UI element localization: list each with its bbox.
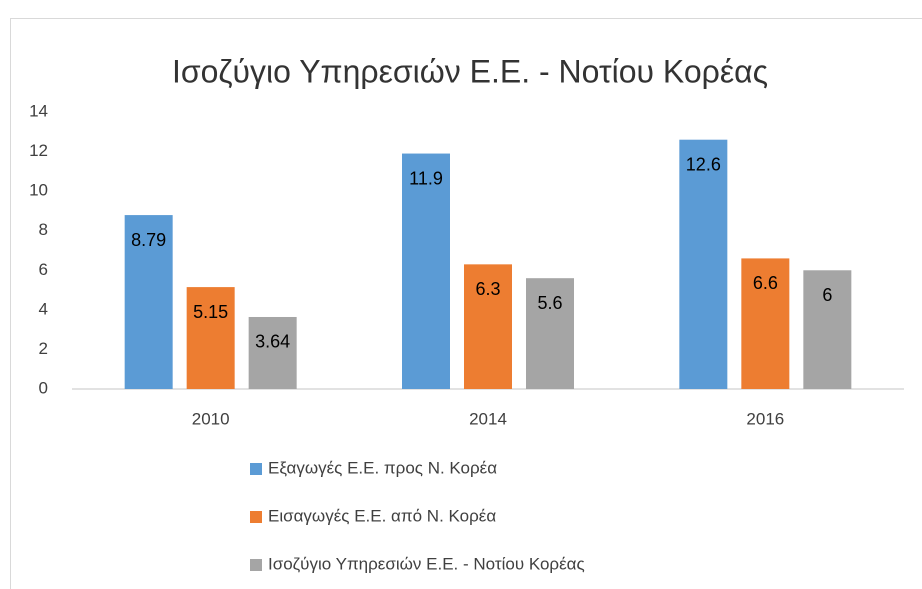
legend-swatch bbox=[250, 559, 262, 571]
value-label: 5.6 bbox=[537, 293, 562, 313]
x-tick-label: 2014 bbox=[469, 409, 507, 428]
bar bbox=[526, 278, 574, 389]
legend-label: Εξαγωγές Ε.Ε. προς Ν. Κορέα bbox=[268, 458, 497, 477]
y-tick-label: 14 bbox=[29, 101, 48, 120]
x-tick-label: 2010 bbox=[192, 409, 230, 428]
value-label: 12.6 bbox=[686, 154, 721, 174]
y-tick-label: 4 bbox=[39, 299, 48, 318]
value-label: 6.6 bbox=[753, 273, 778, 293]
y-tick-label: 8 bbox=[39, 220, 48, 239]
legend-swatch bbox=[250, 511, 262, 523]
legend-swatch bbox=[250, 463, 262, 475]
value-label: 3.64 bbox=[255, 332, 290, 352]
bar bbox=[248, 316, 297, 389]
legend-label: Ισοζύγιο Υπηρεσιών Ε.Ε. - Νοτίου Κορέας bbox=[268, 554, 585, 573]
value-label: 11.9 bbox=[409, 168, 443, 188]
legend-label: Εισαγωγές Ε.Ε. από Ν. Κορέα bbox=[268, 506, 496, 525]
y-tick-label: 12 bbox=[29, 141, 48, 160]
bar bbox=[679, 139, 728, 389]
bar bbox=[464, 264, 512, 389]
y-tick-label: 10 bbox=[29, 181, 48, 200]
bar bbox=[186, 287, 235, 389]
y-tick-label: 2 bbox=[39, 339, 48, 358]
value-label: 6.3 bbox=[475, 279, 500, 299]
bar bbox=[803, 270, 852, 389]
value-label: 5.15 bbox=[193, 302, 228, 322]
value-label: 6 bbox=[822, 285, 832, 305]
bar bbox=[402, 153, 450, 389]
x-tick-label: 2016 bbox=[746, 409, 784, 428]
y-tick-label: 0 bbox=[39, 378, 48, 397]
value-label: 8.79 bbox=[131, 230, 166, 250]
chart-frame bbox=[10, 18, 922, 589]
chart-title: Ισοζύγιο Υπηρεσιών Ε.Ε. - Νοτίου Κορέας bbox=[172, 53, 768, 89]
bar bbox=[741, 258, 790, 389]
y-tick-label: 6 bbox=[39, 260, 48, 279]
bar bbox=[124, 215, 173, 389]
